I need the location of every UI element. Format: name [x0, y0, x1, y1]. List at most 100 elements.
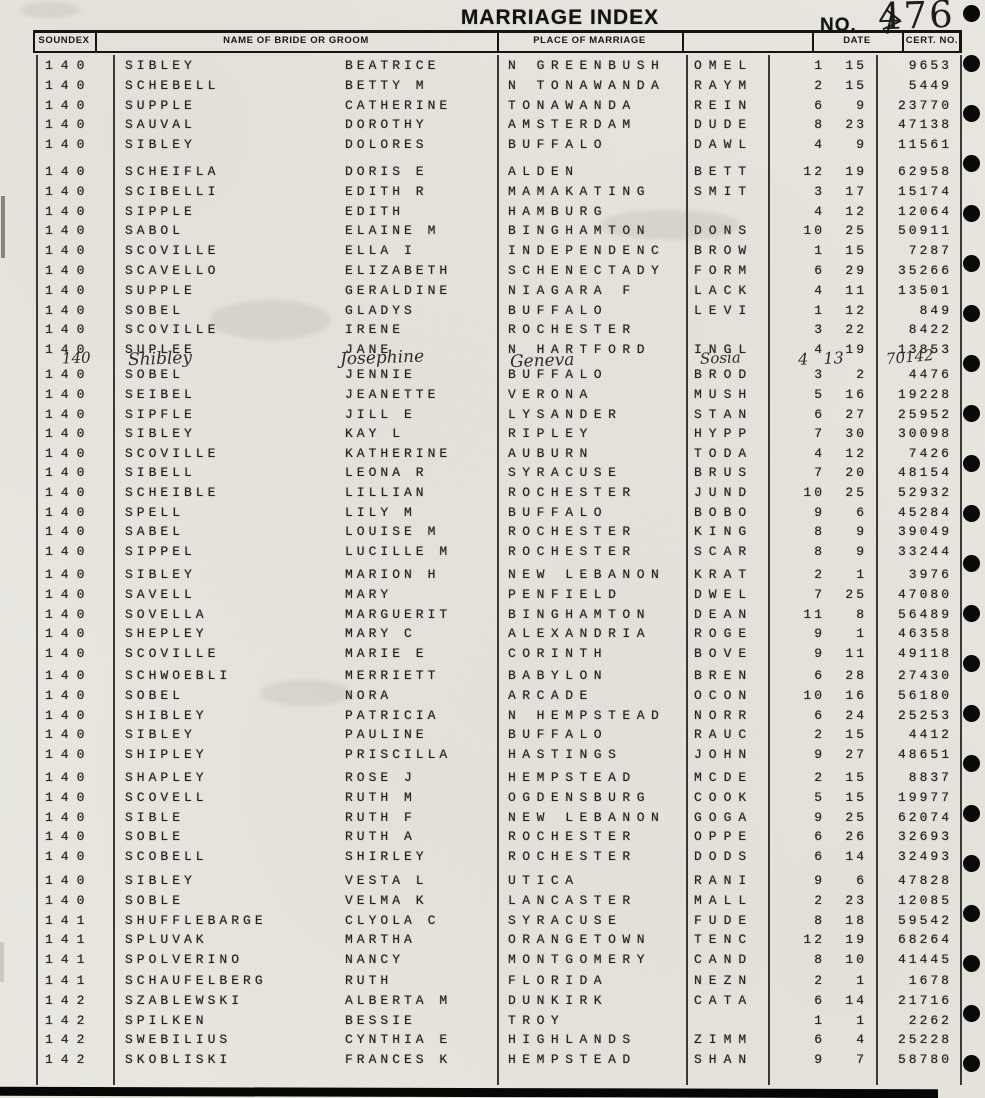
date-month-cell: 9	[814, 1052, 825, 1068]
date-month-cell: 6	[814, 707, 825, 723]
date-day-cell: 25	[845, 223, 867, 239]
surname-cell: SHIBLEY	[125, 707, 208, 723]
date-month-cell: 3	[814, 322, 825, 338]
table-row: 142 SWEBILIUS CYNTHIA E HIGHLANDS ZIMM 6 4 2522…	[0, 1030, 985, 1050]
date-day-cell: 19	[845, 932, 867, 948]
table-column-rule	[876, 55, 878, 1085]
surname-cell: SOBLE	[125, 829, 185, 845]
table-row: 140 SCOVILLE KATHERINE AUBURN TODA 4 12 7426	[0, 444, 985, 464]
date-month-cell: 8	[814, 524, 825, 540]
code-cell: BREN	[694, 668, 754, 683]
code-cell: NORR	[694, 707, 754, 723]
table-row: 140 SCOVILLE ELLA I INDEPENDENC BROW 1 15 7287	[0, 241, 985, 261]
soundex-cell: 140	[45, 668, 93, 683]
surname-cell: SCAVELLO	[125, 263, 220, 278]
table-column-rule	[686, 55, 688, 1085]
cert-no-cell: 9653	[908, 58, 952, 73]
code-cell: BETT	[694, 164, 754, 179]
date-month-cell: 2	[814, 770, 825, 785]
punch-hole-dot	[963, 305, 980, 322]
soundex-cell: 140	[45, 426, 93, 442]
table-row: 140 SPELL LILY M BUFFALO BOBO 9 6 45284	[0, 503, 985, 523]
header-soundex: SOUNDEX	[38, 35, 90, 46]
given-name-cell: JANE	[345, 342, 393, 358]
soundex-cell: 140	[45, 849, 93, 865]
given-name-cell: VESTA L	[345, 873, 428, 888]
code-cell: LEVI	[694, 302, 754, 318]
given-name-cell: JEANETTE	[345, 386, 440, 402]
place-cell: BINGHAMTON	[508, 223, 652, 239]
surname-cell: SCOVILLE	[125, 243, 220, 259]
place-cell: OGDENSBURG	[508, 789, 652, 805]
given-name-cell: MERRIETT	[345, 668, 440, 683]
soundex-cell: 140	[45, 770, 93, 785]
surname-cell: SIPFLE	[125, 406, 196, 422]
given-name-cell: BEATRICE	[345, 58, 440, 73]
code-cell: BROD	[694, 367, 754, 382]
date-month-cell: 8	[814, 117, 825, 133]
soundex-cell: 140	[45, 484, 93, 500]
soundex-cell: 140	[45, 626, 93, 642]
surname-cell: SCOVILLE	[125, 322, 220, 338]
date-month-cell: 4	[814, 203, 825, 219]
surname-cell: SCHAUFELBERG	[125, 973, 267, 988]
header-divider	[497, 32, 499, 51]
surname-cell: SIPPLE	[125, 203, 196, 219]
given-name-cell: RUTH	[345, 973, 393, 988]
place-cell: NIAGARA F	[508, 282, 637, 298]
date-month-cell: 4	[814, 446, 825, 462]
date-day-cell: 9	[856, 544, 867, 560]
cert-no-cell: 13501	[897, 282, 952, 298]
date-day-cell: 28	[845, 668, 867, 683]
cert-no-cell: 46358	[897, 626, 952, 642]
given-name-cell: LOUISE M	[345, 524, 440, 540]
scan-edge-mark	[0, 942, 4, 982]
cert-no-cell: 12064	[897, 203, 952, 219]
date-day-cell: 1	[856, 567, 867, 582]
cert-no-cell: 41445	[897, 952, 952, 968]
soundex-cell: 140	[45, 789, 93, 805]
code-cell: BOVE	[694, 646, 754, 662]
header-divider	[95, 32, 97, 51]
header-place: PLACE OF MARRIAGE	[533, 35, 646, 46]
code-cell: JOHN	[694, 747, 754, 763]
place-cell: ROCHESTER	[508, 829, 637, 845]
surname-cell: SCHEBELL	[125, 77, 220, 93]
date-month-cell: 9	[814, 873, 825, 888]
paper-smudge	[600, 210, 740, 240]
soundex-cell: 140	[45, 727, 93, 743]
place-cell: ARCADE	[508, 687, 594, 703]
place-cell: LYSANDER	[508, 406, 623, 422]
soundex-cell: 140	[45, 465, 93, 480]
date-month-cell: 9	[814, 504, 825, 520]
place-cell: BUFFALO	[508, 367, 609, 382]
surname-cell: SIBLEY	[125, 426, 196, 442]
date-month-cell: 4	[814, 342, 825, 358]
table-column-rule	[960, 55, 962, 1085]
punch-hole-dot	[963, 405, 980, 422]
date-month-cell: 4	[814, 282, 825, 298]
date-day-cell: 15	[845, 727, 867, 743]
date-month-cell: 1	[814, 302, 825, 318]
code-cell: CAND	[694, 952, 754, 968]
scan-bottom-band	[0, 1086, 939, 1098]
surname-cell: SZABLEWSKI	[125, 992, 244, 1008]
handwritten-code: Sosia	[699, 348, 742, 368]
place-cell: CORINTH	[508, 646, 609, 662]
surname-cell: SIBLEY	[125, 137, 196, 153]
cert-no-cell: 8837	[908, 770, 952, 785]
soundex-cell: 141	[45, 912, 93, 928]
given-name-cell: KAY L	[345, 426, 405, 442]
cert-no-cell: 59542	[897, 912, 952, 928]
date-day-cell: 22	[845, 322, 867, 338]
cert-no-cell: 25228	[897, 1032, 952, 1048]
code-cell: STAN	[694, 406, 754, 422]
code-cell: OPPE	[694, 829, 754, 845]
cert-no-cell: 4412	[908, 727, 952, 743]
place-cell: HAMBURG	[508, 203, 609, 219]
cert-no-cell: 56180	[897, 687, 952, 703]
date-day-cell: 4	[856, 1032, 867, 1048]
date-day-cell: 9	[856, 97, 867, 113]
date-day-cell: 23	[845, 892, 867, 908]
date-day-cell: 1	[856, 1012, 867, 1028]
